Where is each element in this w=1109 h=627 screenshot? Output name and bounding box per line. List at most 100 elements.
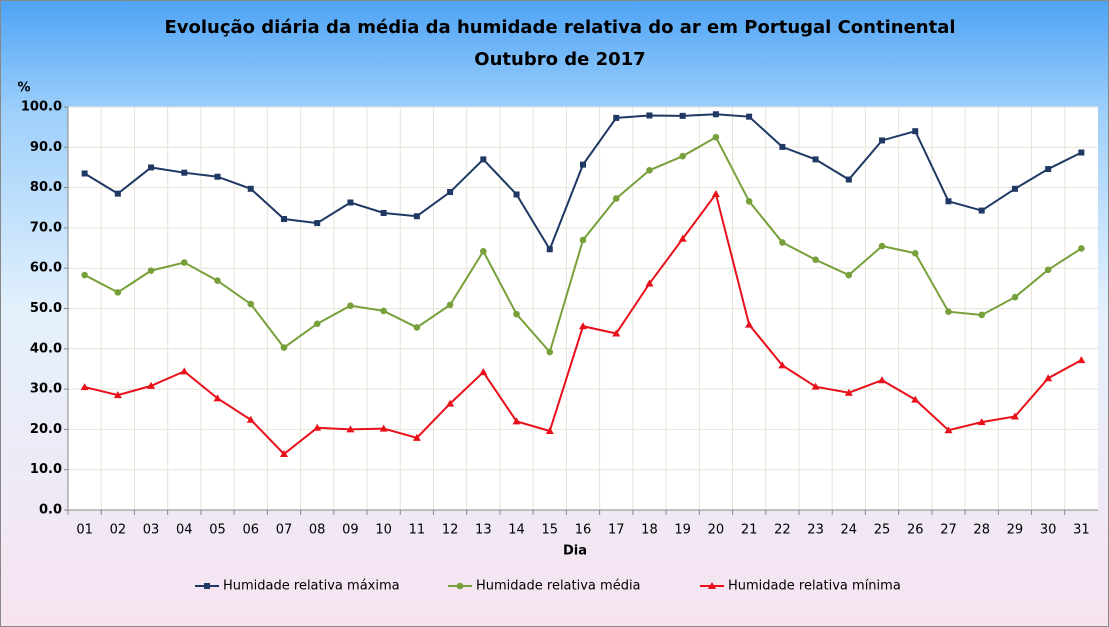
data-point (280, 216, 287, 223)
data-point (977, 418, 986, 426)
data-point (844, 388, 853, 396)
data-point (412, 433, 421, 441)
y-tick-label: 100.0 (21, 100, 62, 115)
data-point (114, 289, 122, 296)
data-point (213, 394, 222, 402)
x-tick-label: 27 (940, 523, 957, 538)
data-point (612, 329, 621, 337)
data-point (812, 156, 819, 163)
data-point (380, 209, 387, 216)
data-point (380, 307, 387, 315)
data-point (280, 344, 288, 351)
data-point (114, 190, 121, 197)
data-point (80, 383, 89, 391)
data-point (645, 279, 654, 287)
data-point (246, 415, 255, 423)
data-point (513, 310, 520, 318)
x-tick-label: 23 (807, 523, 824, 538)
data-point (745, 320, 754, 328)
data-point (712, 133, 720, 141)
y-tick-label: 40.0 (30, 341, 62, 356)
data-point (811, 382, 820, 390)
data-point (646, 166, 653, 174)
x-tick-label: 24 (841, 523, 858, 538)
data-point (413, 213, 420, 220)
y-tick-label: 0.0 (39, 503, 62, 518)
legend-label: Humidade relativa mínima (728, 579, 901, 594)
x-tick-label: 16 (575, 523, 592, 538)
legend-marker (204, 583, 210, 589)
y-tick-label: 50.0 (30, 301, 62, 316)
y-tick-label: 60.0 (30, 261, 62, 276)
x-tick-label: 11 (409, 523, 426, 538)
data-point (746, 113, 753, 120)
data-point (1045, 166, 1052, 173)
x-tick-label: 08 (309, 523, 326, 538)
data-point (180, 367, 189, 375)
data-point (678, 234, 687, 242)
chart-title: Evolução diária da média da humidade rel… (164, 17, 955, 38)
x-tick-label: 20 (708, 523, 725, 538)
data-point (313, 423, 322, 431)
data-point (313, 320, 321, 328)
x-tick-label: 15 (542, 523, 559, 538)
data-point (978, 311, 986, 319)
data-point (545, 427, 554, 435)
legend-label: Humidade relativa máxima (223, 579, 400, 594)
data-point (778, 361, 787, 369)
data-point (546, 348, 554, 356)
x-tick-label: 09 (342, 523, 359, 538)
data-point (580, 161, 586, 168)
data-point (214, 277, 221, 284)
data-point (1078, 245, 1085, 252)
data-point (711, 190, 720, 198)
data-point (347, 199, 354, 206)
data-point (81, 271, 88, 279)
x-tick-label: 03 (143, 523, 160, 538)
data-point (845, 271, 853, 279)
data-point (978, 207, 985, 214)
data-point (181, 169, 188, 176)
data-point (779, 143, 786, 150)
data-point (480, 156, 487, 163)
x-tick-label: 04 (176, 523, 193, 538)
x-tick-label: 29 (1007, 523, 1024, 538)
data-point (1077, 356, 1086, 364)
data-point (1078, 149, 1085, 156)
data-point (845, 176, 852, 183)
data-point (314, 220, 321, 227)
data-point (1044, 374, 1053, 382)
x-tick-label: 31 (1073, 523, 1090, 538)
data-point (944, 426, 953, 434)
data-point (148, 164, 155, 171)
data-point (912, 128, 919, 135)
y-tick-label: 30.0 (30, 382, 62, 397)
x-tick-label: 05 (209, 523, 226, 538)
data-point (446, 399, 455, 407)
legend-marker (456, 582, 464, 590)
data-point (579, 322, 587, 330)
x-tick-label: 21 (741, 523, 758, 538)
data-point (479, 368, 488, 376)
x-tick-label: 12 (442, 523, 459, 538)
data-point (911, 249, 919, 257)
y-tick-label: 10.0 (30, 462, 62, 477)
data-point (812, 256, 819, 264)
x-tick-label: 06 (242, 523, 259, 538)
x-tick-label: 19 (674, 523, 691, 538)
y-tick-label: 90.0 (30, 140, 62, 155)
x-tick-label: 14 (508, 523, 525, 538)
data-point (1044, 266, 1052, 274)
x-tick-label: 17 (608, 523, 625, 538)
data-point (147, 381, 156, 389)
x-tick-label: 01 (76, 523, 93, 538)
chart-subtitle: Outubro de 2017 (474, 49, 645, 70)
x-tick-label: 30 (1040, 523, 1057, 538)
x-tick-label: 13 (475, 523, 492, 538)
x-tick-label: 26 (907, 523, 924, 538)
x-tick-label: 02 (110, 523, 127, 538)
data-point (279, 449, 288, 457)
data-point (513, 191, 520, 198)
data-point (480, 247, 487, 255)
